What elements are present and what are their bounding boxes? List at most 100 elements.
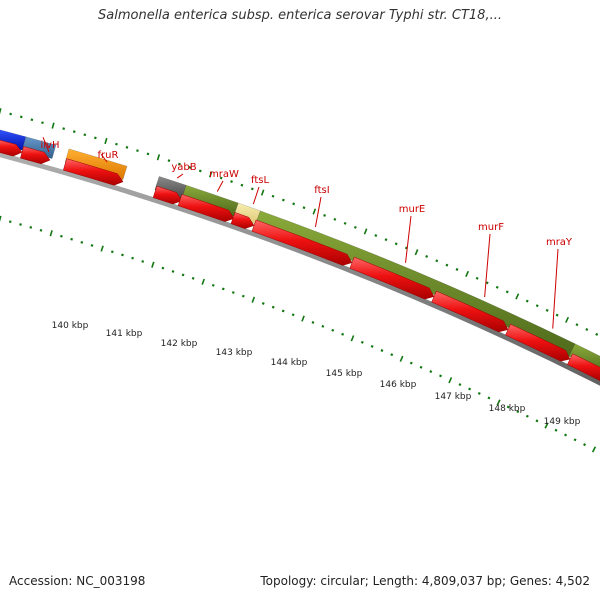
scale-label: 148 kbp	[489, 404, 526, 414]
scale-label: 143 kbp	[216, 348, 253, 358]
outer-tick-minor	[404, 246, 408, 250]
scale-label: 145 kbp	[326, 369, 363, 379]
scale-tick-minor	[409, 361, 413, 365]
outer-tick-minor	[535, 304, 539, 308]
outer-tick-minor	[83, 133, 87, 137]
scale-label: 140 kbp	[52, 321, 89, 331]
outer-tick-major	[0, 108, 2, 115]
outer-tick-minor	[136, 149, 139, 153]
outer-tick-minor	[188, 166, 192, 169]
scale-tick-minor	[583, 443, 587, 447]
scale-tick-minor	[90, 244, 94, 247]
topology-summary: Topology: circular; Length: 4,809,037 bp…	[260, 574, 590, 588]
scale-tick-minor	[458, 383, 462, 387]
outer-tick-major	[260, 189, 265, 196]
scale-tick-minor	[8, 220, 12, 224]
outer-tick-minor	[455, 268, 459, 271]
gene-label-ftsI: ftsI	[314, 185, 329, 196]
scale-label: 146 kbp	[380, 380, 417, 390]
outer-tick-minor	[555, 313, 559, 317]
outer-tick-minor	[19, 115, 23, 119]
scale-tick-major	[350, 335, 355, 342]
outer-tick-minor	[62, 127, 66, 130]
scale-tick-minor	[487, 396, 491, 400]
outer-tick-major	[209, 171, 213, 178]
scale-tick-minor	[191, 276, 195, 280]
scale-tick-minor	[477, 392, 481, 395]
scale-tick-major	[399, 355, 404, 362]
scale-label: 144 kbp	[271, 358, 308, 368]
outer-tick-minor	[240, 183, 244, 187]
scale-tick-minor	[261, 302, 265, 305]
scale-tick-major	[251, 296, 256, 303]
scale-tick-major	[151, 261, 155, 268]
cds-arrow	[251, 219, 353, 266]
cds-arrow	[20, 146, 51, 165]
scale-tick-minor	[121, 253, 124, 257]
gene-label-yabB: yabB	[171, 162, 196, 173]
outer-tick-minor	[595, 332, 599, 336]
backbone-track	[0, 152, 600, 386]
gene-label-ftsL: ftsL	[251, 175, 269, 186]
outer-tick-minor	[394, 242, 398, 246]
scale-tick-minor	[390, 353, 394, 357]
cds-arrow	[349, 256, 435, 300]
scale-tick-minor	[131, 256, 134, 260]
scale-tick-minor	[29, 226, 33, 229]
outer-tick-minor	[323, 214, 327, 217]
scale-tick-minor	[39, 228, 43, 232]
outer-tick-major	[51, 122, 55, 129]
outer-tick-minor	[495, 285, 499, 289]
outer-tick-minor	[292, 202, 296, 206]
outer-tick-minor	[30, 118, 34, 122]
outer-tick-minor	[250, 187, 254, 191]
scale-tick-minor	[231, 291, 235, 294]
accession-text: Accession: NC_003198	[9, 574, 146, 588]
scale-tick-minor	[80, 240, 84, 244]
scale-tick-minor	[221, 287, 225, 291]
scale-tick-minor	[211, 283, 215, 287]
scale-tick-minor	[19, 223, 22, 226]
outer-tick-minor	[505, 290, 509, 294]
leader-line	[42, 137, 50, 153]
scale-tick-minor	[380, 349, 384, 352]
scale-tick-minor	[360, 340, 364, 344]
outer-tick-minor	[353, 225, 357, 229]
scale-tick-minor	[281, 309, 285, 313]
scale-tick-minor	[70, 237, 73, 241]
leader-line	[176, 173, 184, 179]
scale-tick-minor	[171, 270, 175, 273]
outer-tick-major	[104, 137, 108, 145]
outer-tick-minor	[475, 276, 479, 280]
outer-tick-minor	[198, 169, 202, 173]
scale-tick-major	[100, 245, 104, 252]
scale-tick-minor	[341, 332, 345, 336]
outer-tick-minor	[94, 136, 97, 140]
outer-tick-minor	[178, 162, 181, 166]
cds-arrow	[230, 212, 255, 229]
outer-tick-minor	[575, 323, 579, 327]
outer-tick-minor	[115, 142, 118, 146]
scale-tick-major	[301, 315, 305, 322]
leader-line	[100, 153, 108, 163]
scale-tick-minor	[573, 438, 577, 442]
scale-tick-minor	[535, 419, 539, 423]
outer-tick-minor	[425, 255, 429, 258]
outer-tick-minor	[271, 194, 275, 198]
outer-tick-minor	[9, 112, 12, 116]
scale-label: 147 kbp	[435, 392, 472, 402]
outer-tick-minor	[125, 146, 129, 149]
scale-tick-minor	[468, 387, 472, 391]
cds-track	[0, 139, 600, 381]
scale-tick-minor	[525, 414, 529, 418]
outer-tick-minor	[343, 221, 347, 225]
scale-label: 149 kbp	[544, 417, 581, 427]
scale-tick-minor	[311, 321, 315, 324]
outer-tick-minor	[146, 152, 150, 156]
leader-line	[405, 215, 412, 263]
outer-tick-minor	[435, 259, 439, 263]
scale-tick-major	[544, 422, 549, 429]
scale-tick-minor	[516, 410, 520, 414]
leader-line	[552, 248, 559, 329]
leader-line	[314, 196, 322, 228]
